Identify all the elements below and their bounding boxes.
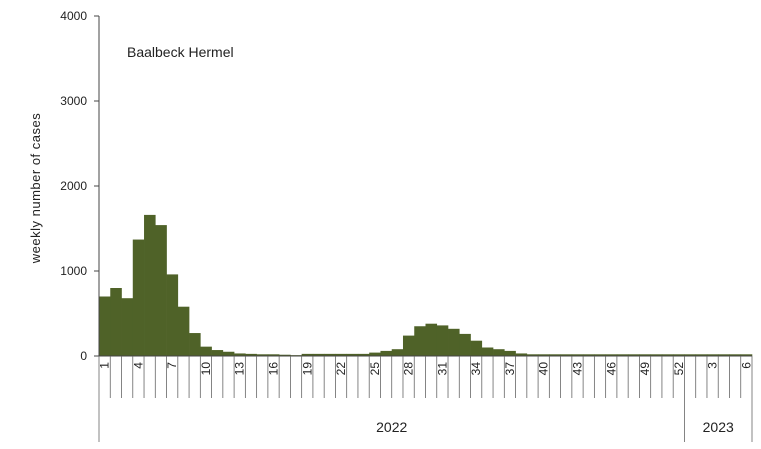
bar-week-13 bbox=[234, 353, 246, 356]
bar-week-45 bbox=[594, 354, 606, 356]
bar-week-43 bbox=[571, 354, 584, 356]
bar-week-15 bbox=[256, 354, 269, 356]
bar-week-36 bbox=[493, 349, 505, 356]
bar-week-26 bbox=[380, 350, 393, 356]
bar-week-52 bbox=[673, 354, 685, 356]
bar-week-39 bbox=[526, 354, 539, 356]
y-tick-label: 2000 bbox=[60, 179, 87, 193]
x-tick-label: 13 bbox=[233, 362, 247, 376]
bar-week-33 bbox=[459, 333, 471, 356]
x-tick-label: 52 bbox=[672, 362, 686, 376]
bar-week-21 bbox=[324, 353, 336, 356]
bar-week-2 bbox=[110, 288, 122, 356]
bar-week-49 bbox=[639, 354, 651, 356]
bar-week-24 bbox=[357, 353, 370, 356]
plot-area: 0 1000 2000 3000 4000 1 4 7 10 13 16 19 22 25 28 31 34 37… bbox=[60, 9, 753, 442]
bar-week-12 bbox=[222, 351, 235, 356]
bar-week-32 bbox=[448, 328, 460, 356]
bar-week-47 bbox=[616, 354, 629, 356]
x-tick-label: 40 bbox=[537, 362, 551, 376]
x-tick-label: 4 bbox=[131, 362, 145, 369]
x-tick-label: 16 bbox=[267, 362, 281, 376]
y-tick-label: 0 bbox=[80, 349, 87, 363]
x-tick-label: 7 bbox=[165, 362, 179, 369]
bar-week-29 bbox=[414, 326, 426, 356]
bar-week-48 bbox=[628, 354, 640, 356]
bar-week-27 bbox=[391, 349, 404, 356]
bar-week-25 bbox=[369, 352, 381, 356]
bar-week-57 bbox=[729, 354, 742, 356]
year-label-2023: 2023 bbox=[703, 419, 734, 435]
x-tick-label: 25 bbox=[368, 362, 382, 376]
bar-week-40 bbox=[538, 354, 550, 356]
bar-week-37 bbox=[504, 350, 516, 356]
bar-week-28 bbox=[402, 335, 415, 356]
bar-week-30 bbox=[425, 323, 438, 356]
region-annotation: Baalbeck Hermel bbox=[127, 44, 234, 60]
x-tick-label: 37 bbox=[503, 362, 517, 376]
bar-week-1 bbox=[99, 296, 111, 356]
x-tick-label: 1 bbox=[98, 362, 112, 369]
x-tick-label: 10 bbox=[199, 362, 213, 376]
bar-week-7 bbox=[166, 274, 179, 356]
bar-week-22 bbox=[335, 353, 347, 356]
bar-week-8 bbox=[177, 306, 190, 356]
x-tick-label: 19 bbox=[300, 362, 314, 376]
bar-week-23 bbox=[346, 353, 359, 356]
bar-week-11 bbox=[211, 350, 224, 356]
x-tick-label: 6 bbox=[739, 362, 753, 369]
bar-week-19 bbox=[301, 353, 314, 356]
bar-week-56 bbox=[718, 354, 730, 356]
bar-week-53 bbox=[684, 354, 697, 356]
bar-week-35 bbox=[481, 347, 494, 356]
bar-week-51 bbox=[661, 354, 674, 356]
year-label-2022: 2022 bbox=[376, 419, 407, 435]
bar-week-6 bbox=[155, 225, 167, 356]
bar-week-54 bbox=[695, 354, 708, 356]
x-tick-label: 46 bbox=[604, 362, 618, 376]
bar-week-58 bbox=[740, 354, 753, 356]
bar-week-17 bbox=[279, 354, 291, 356]
bar-week-38 bbox=[515, 353, 528, 356]
x-tick-label: 28 bbox=[402, 362, 416, 376]
bar-week-14 bbox=[245, 353, 257, 356]
bar-week-10 bbox=[200, 346, 212, 356]
bar-week-9 bbox=[189, 333, 201, 356]
y-tick-label: 3000 bbox=[60, 94, 87, 108]
x-tick-label: 34 bbox=[469, 362, 483, 376]
bar-week-44 bbox=[583, 354, 595, 356]
bar-week-20 bbox=[312, 353, 325, 356]
bar-week-41 bbox=[549, 354, 561, 356]
bar-week-16 bbox=[267, 354, 280, 356]
y-tick-label: 4000 bbox=[60, 9, 87, 23]
bar-week-42 bbox=[560, 354, 573, 356]
bar-week-31 bbox=[436, 325, 449, 356]
bar-week-55 bbox=[706, 354, 719, 356]
bar-week-3 bbox=[121, 298, 134, 356]
y-axis-label: weekly number of cases bbox=[28, 113, 43, 264]
bar-week-5 bbox=[144, 214, 156, 356]
x-tick-label: 49 bbox=[638, 362, 652, 376]
y-tick-label: 1000 bbox=[60, 264, 87, 278]
x-tick-label: 31 bbox=[435, 362, 449, 376]
x-tick-label: 3 bbox=[706, 362, 720, 369]
x-tick-label: 43 bbox=[570, 362, 584, 376]
x-tick-label: 22 bbox=[334, 362, 348, 376]
bar-week-4 bbox=[132, 239, 145, 356]
bar-week-46 bbox=[605, 354, 618, 356]
bar-week-50 bbox=[650, 354, 663, 356]
bar-week-34 bbox=[470, 340, 483, 356]
